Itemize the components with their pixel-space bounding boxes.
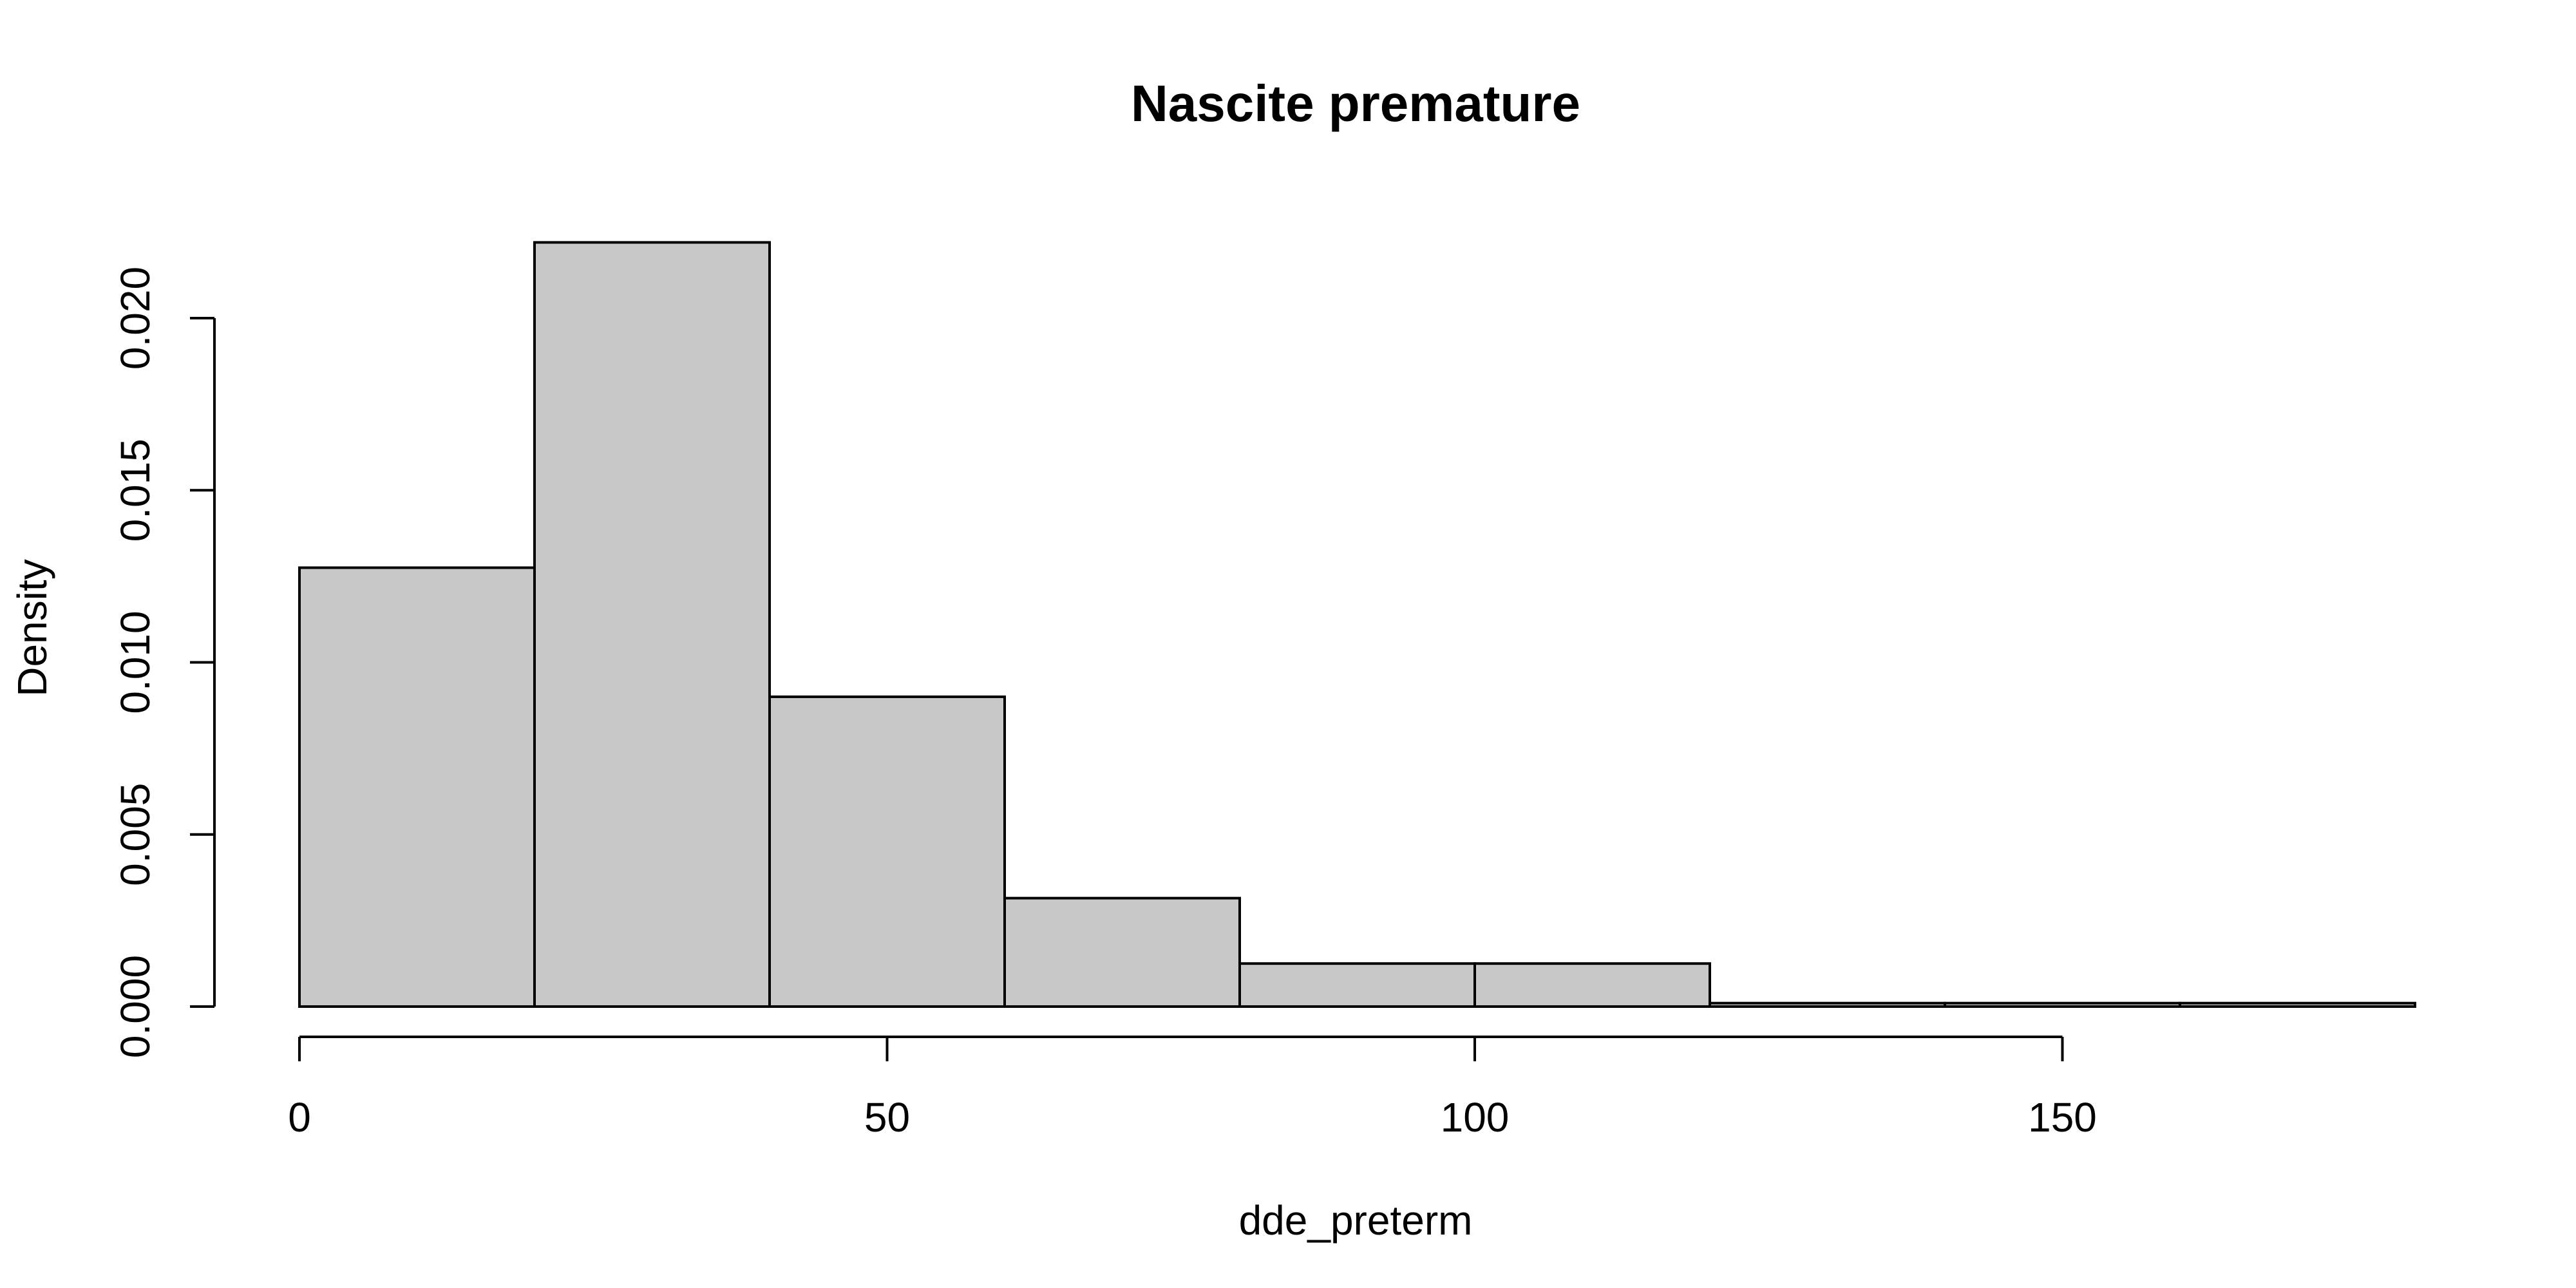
histogram-bar [2179,1001,2416,1009]
y-tick-label: 0.015 [112,439,158,542]
y-tick-label: 0.005 [112,783,158,886]
x-tick-label: 150 [2028,1094,2097,1141]
x-tick-label: 100 [1441,1094,1510,1141]
histogram-bar [533,241,771,1008]
histogram-bar [1944,1001,2181,1009]
y-axis: 0.000 0.005 0.010 0.015 0.020 [112,267,216,1058]
histogram-bar [1003,896,1241,1008]
y-tick-label: 0.010 [112,611,158,714]
x-tick-label: 50 [864,1094,910,1141]
histogram-bar [1238,962,1476,1008]
x-axis-label: dde_preterm [1239,1197,1473,1244]
x-tick-label: 0 [288,1094,311,1141]
y-tick-label: 0.000 [112,955,158,1058]
chart-title: Nascite premature [1131,75,1580,132]
histogram-bar [298,566,536,1008]
histogram-bar [768,695,1006,1008]
histogram-bar [1473,962,1711,1008]
y-tick-label: 0.020 [112,267,158,370]
x-axis: 0 50 100 150 [288,1036,2097,1141]
y-axis-label: Density [9,559,55,696]
histogram-bar [1709,1001,1946,1009]
bars-group [298,241,2416,1009]
